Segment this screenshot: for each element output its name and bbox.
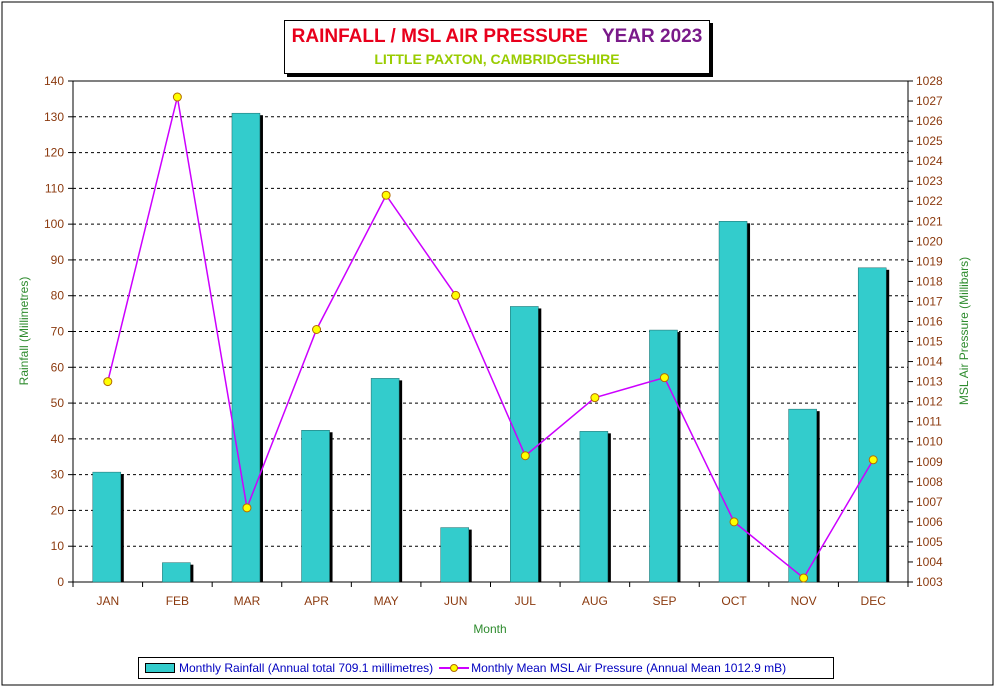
left-tick-label: 30 [51, 468, 65, 482]
bar [788, 408, 817, 583]
right-tick-label: 1017 [916, 294, 943, 308]
left-tick-label: 80 [51, 289, 65, 303]
pressure-point [659, 373, 669, 383]
right-tick-label: 1027 [916, 94, 943, 108]
right-tick-label: 1007 [916, 495, 943, 509]
pressure-point [312, 324, 322, 334]
x-tick-label: NOV [791, 594, 817, 608]
left-tick-label: 40 [51, 432, 65, 446]
left-tick-label: 10 [51, 539, 65, 553]
bar [162, 562, 191, 583]
left-tick-label: 90 [51, 253, 65, 267]
left-tick-label: 120 [44, 146, 64, 160]
left-tick-label: 130 [44, 110, 64, 124]
right-tick-label: 1012 [916, 395, 943, 409]
right-tick-label: 1024 [916, 154, 943, 168]
bar [440, 527, 469, 583]
pressure-point [799, 573, 809, 583]
bar [301, 430, 330, 583]
right-tick-label: 1003 [916, 575, 943, 589]
bar [649, 329, 678, 583]
right-tick-label: 1004 [916, 555, 943, 569]
pressure-point [520, 451, 530, 461]
bar [510, 306, 539, 583]
left-tick-label: 60 [51, 360, 65, 374]
pressure-point [868, 455, 878, 465]
right-tick-label: 1015 [916, 335, 943, 349]
left-tick-label: 70 [51, 325, 65, 339]
pressure-point [729, 517, 739, 527]
right-tick-label: 1025 [916, 134, 943, 148]
right-tick-label: 1022 [916, 194, 943, 208]
legend: Monthly Rainfall (Annual total 709.1 mil… [138, 657, 834, 679]
pressure-point [103, 377, 113, 387]
y2-axis-title: MSL Air Pressure (Millibars) [957, 257, 971, 405]
chart-subtitle: LITTLE PAXTON, CAMBRIDGESHIRE [374, 51, 620, 67]
x-tick-label: MAY [374, 594, 399, 608]
bar [857, 267, 887, 583]
left-tick-label: 20 [51, 503, 65, 517]
x-tick-label: FEB [166, 594, 189, 608]
right-tick-label: 1016 [916, 314, 943, 328]
chart-title: RAINFALL / MSL AIR PRESSURE [291, 26, 588, 47]
right-tick-label: 1018 [916, 274, 943, 288]
left-tick-label: 140 [44, 74, 64, 88]
right-tick-label: 1005 [916, 535, 943, 549]
legend-item-rainfall: Monthly Rainfall (Annual total 709.1 mil… [145, 661, 433, 675]
right-tick-label: 1028 [916, 74, 943, 88]
right-tick-label: 1008 [916, 475, 943, 489]
x-tick-label: APR [304, 594, 329, 608]
title-line: RAINFALL / MSL AIR PRESSURE YEAR 2023 [285, 26, 709, 48]
left-tick-label: 0 [57, 575, 64, 589]
right-tick-label: 1014 [916, 355, 943, 369]
left-tick-label: 110 [45, 181, 64, 195]
left-tick-label: 50 [51, 396, 65, 410]
x-tick-label: JUN [444, 594, 467, 608]
right-tick-label: 1006 [916, 515, 943, 529]
legend-line-swatch [439, 664, 470, 672]
bar [579, 431, 609, 583]
bar [718, 221, 748, 583]
right-tick-label: 1023 [916, 174, 943, 188]
x-axis-title: Month [473, 622, 506, 636]
pressure-point [381, 190, 391, 200]
x-tick-label: JAN [96, 594, 119, 608]
legend-pressure-label: Monthly Mean MSL Air Pressure (Annual Me… [471, 661, 787, 675]
pressure-line [107, 96, 874, 580]
legend-item-pressure: Monthly Mean MSL Air Pressure (Annual Me… [439, 661, 786, 675]
right-tick-label: 1013 [916, 375, 943, 389]
bar [370, 378, 400, 583]
x-tick-label: OCT [721, 594, 747, 608]
right-tick-label: 1010 [916, 435, 943, 449]
right-tick-label: 1020 [916, 234, 943, 248]
pressure-point [242, 503, 252, 513]
pressure-point [451, 290, 461, 300]
right-tick-label: 1011 [916, 415, 942, 429]
right-tick-label: 1019 [916, 254, 943, 268]
x-tick-label: AUG [582, 594, 608, 608]
right-tick-label: 1021 [916, 214, 943, 228]
legend-rainfall-label: Monthly Rainfall (Annual total 709.1 mil… [179, 661, 434, 675]
y-axis-title: Rainfall (Millimetres) [17, 277, 31, 386]
x-tick-label: DEC [861, 594, 887, 608]
x-tick-label: JUL [515, 594, 537, 608]
x-tick-label: MAR [234, 594, 261, 608]
legend-bar-swatch [145, 663, 175, 673]
chart-title-box: RAINFALL / MSL AIR PRESSURE YEAR 2023 LIT… [284, 20, 710, 74]
right-tick-label: 1026 [916, 114, 943, 128]
pressure-point [590, 393, 600, 403]
chart-year: YEAR 2023 [601, 26, 703, 47]
x-tick-label: SEP [652, 594, 676, 608]
bar [92, 471, 122, 583]
pressure-point [172, 92, 182, 102]
left-tick-label: 100 [44, 217, 64, 231]
right-tick-label: 1009 [916, 455, 943, 469]
